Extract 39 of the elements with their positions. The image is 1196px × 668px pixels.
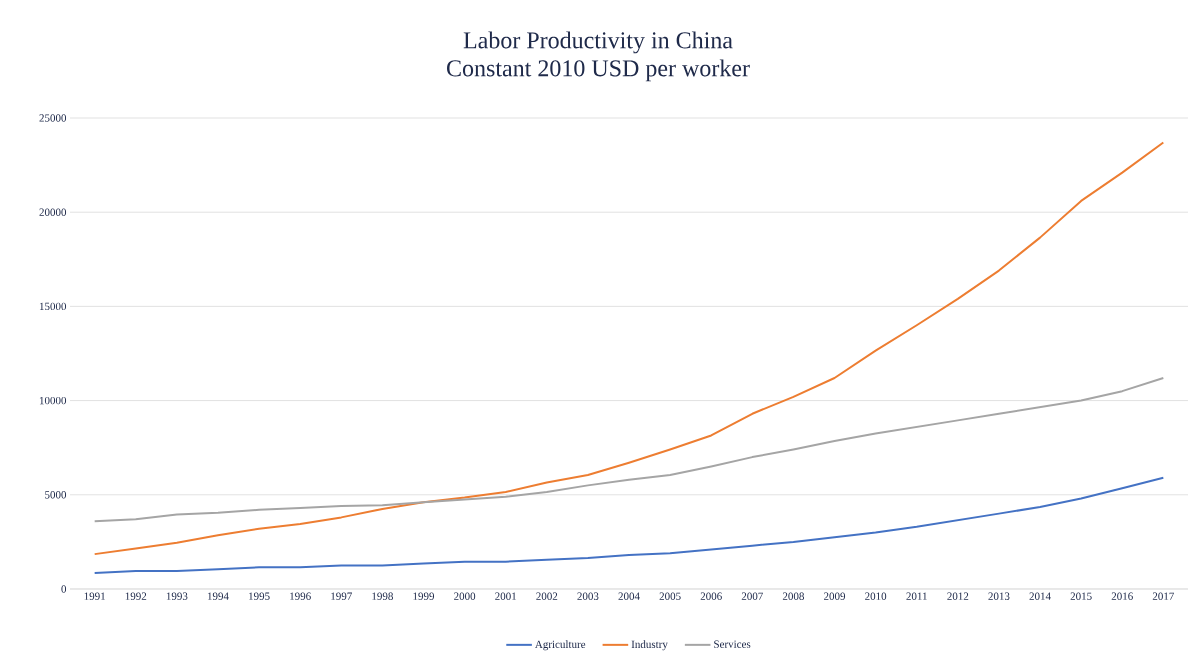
y-tick-label: 0	[61, 585, 67, 593]
x-tick-label: 2013	[988, 592, 1010, 600]
legend-label: Agriculture	[534, 640, 586, 651]
chart-subtitle: Constant 2010 USD per worker	[447, 59, 750, 82]
x-tick-label: 2003	[577, 592, 599, 600]
x-tick-label: 2014	[1029, 592, 1051, 600]
x-tick-label: 2008	[782, 592, 804, 600]
x-tick-label: 2017	[1152, 592, 1175, 600]
y-tick-label: 25000	[39, 114, 67, 122]
x-tick-label: 2006	[700, 592, 722, 600]
x-tick-label: 1994	[207, 592, 229, 600]
x-tick-label: 2010	[865, 592, 887, 600]
x-tick-label: 1995	[249, 592, 270, 600]
x-tick-label: 2002	[536, 592, 558, 600]
y-tick-label: 10000	[39, 396, 67, 405]
x-tick-label: 2011	[906, 592, 927, 600]
x-tick-label: 2016	[1111, 592, 1133, 600]
x-tick-label: 2012	[947, 592, 969, 600]
y-tick-label: 15000	[39, 302, 67, 311]
x-tick-label: 1996	[290, 592, 311, 600]
x-tick-label: 2009	[824, 592, 846, 600]
y-tick-label: 5000	[45, 491, 67, 499]
x-tick-label: 2000	[454, 592, 476, 600]
x-tick-label: 1998	[372, 592, 393, 600]
x-tick-label: 2004	[618, 592, 640, 600]
x-tick-label: 2001	[495, 592, 517, 600]
x-tick-label: 2015	[1070, 592, 1092, 600]
x-tick-label: 1991	[84, 592, 105, 600]
x-tick-label: 1997	[331, 592, 352, 600]
line-series	[93, 141, 1165, 556]
y-tick-label: 20000	[39, 208, 67, 216]
x-tick-label: 1992	[125, 592, 147, 600]
x-tick-label: 1999	[413, 592, 435, 600]
x-tick-label: 2007	[741, 592, 763, 600]
legend-label: Industry	[631, 640, 668, 651]
legend-label: Services	[714, 640, 751, 648]
chart-title: Labor Productivity in China	[463, 31, 733, 54]
x-tick-label: 1993	[166, 592, 188, 600]
x-tick-label: 2005	[659, 592, 681, 600]
